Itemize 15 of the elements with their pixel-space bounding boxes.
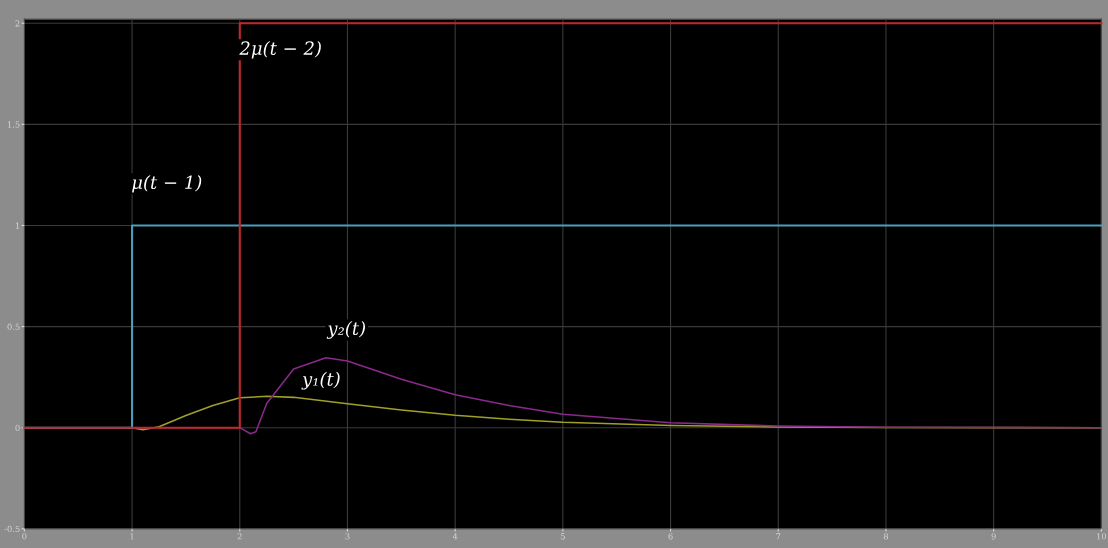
x-tick-label: 4 [452, 533, 458, 540]
x-tick-label: 10 [1097, 533, 1107, 540]
annotation: y₂(t) [326, 321, 366, 339]
y-tick-label: 2 [15, 20, 20, 27]
y-tick-label: 1 [15, 222, 20, 229]
x-tick-label: 2 [237, 533, 242, 540]
x-tick-label: 6 [668, 533, 673, 540]
x-tick-label: 5 [560, 533, 565, 540]
annotation: 2μ(t − 2) [239, 41, 321, 59]
x-tick-label: 8 [883, 533, 889, 540]
y-tick-label: 1.5 [7, 121, 20, 128]
annotation: y₁(t) [301, 371, 340, 390]
annotation: μ(t − 1) [132, 175, 202, 193]
y-tick-label: -0.5 [4, 525, 20, 533]
x-tick-label: 7 [776, 533, 781, 540]
